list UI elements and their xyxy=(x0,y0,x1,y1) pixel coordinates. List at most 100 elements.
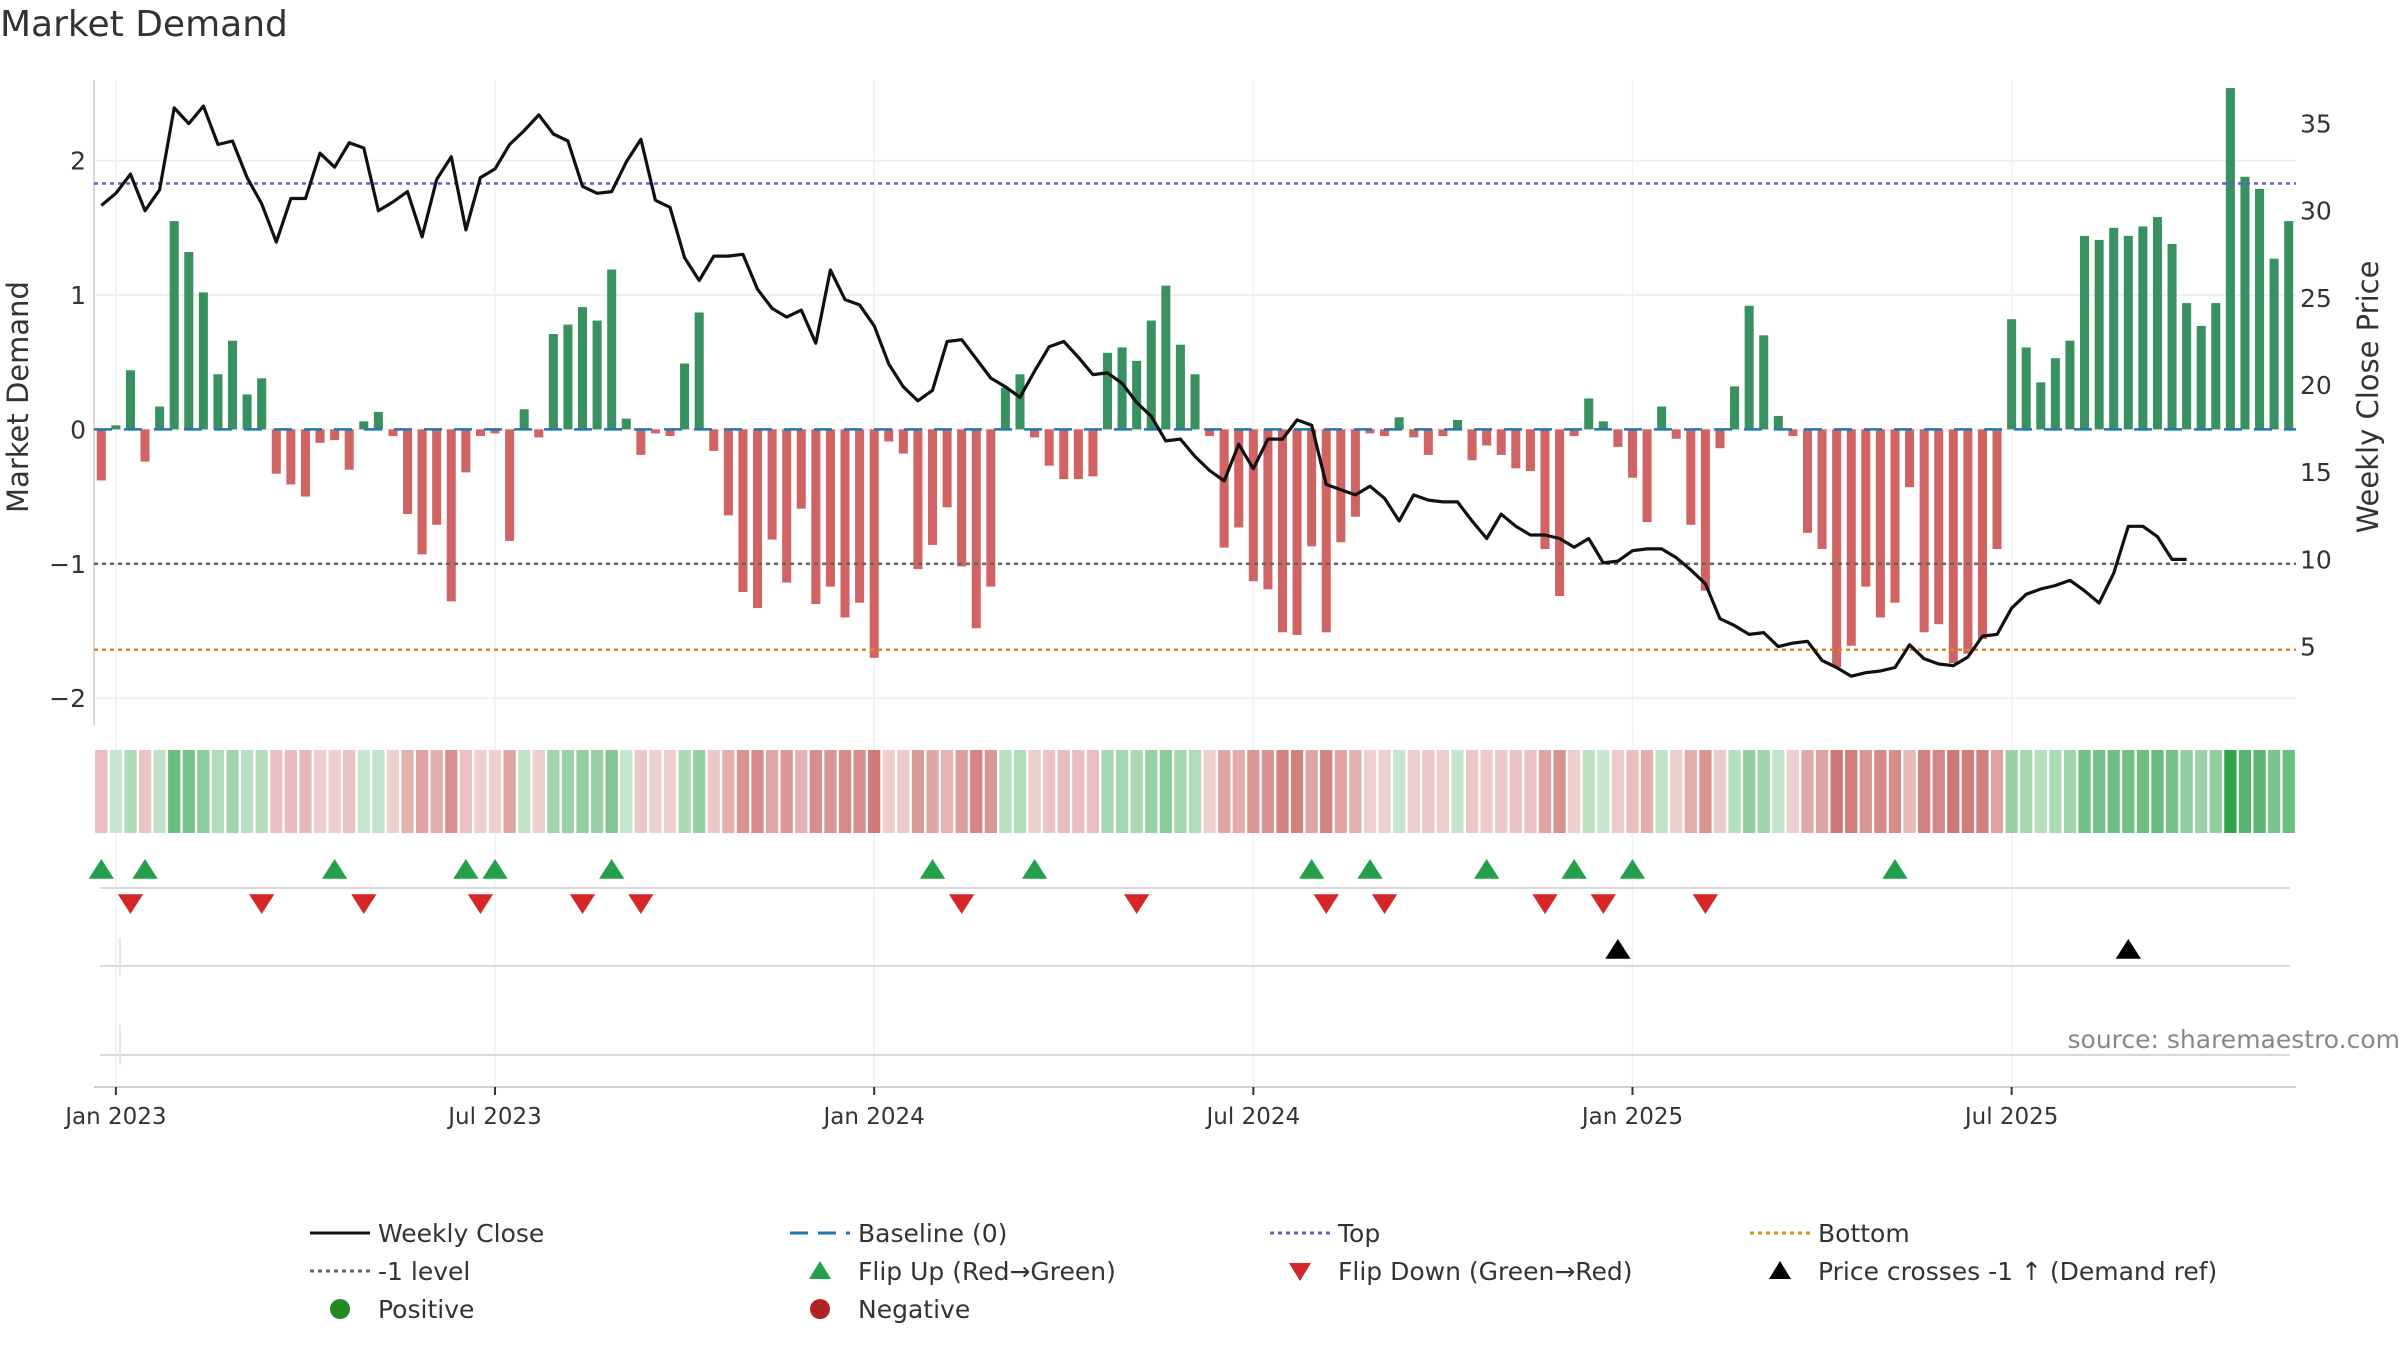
demand-bar-positive xyxy=(257,378,267,430)
demand-bar-positive xyxy=(242,394,252,430)
heat-cell-positive xyxy=(1772,750,1785,833)
triangle-up-icon xyxy=(809,1261,831,1279)
demand-bar-positive xyxy=(1394,417,1404,430)
heat-cell-positive xyxy=(2151,750,2164,833)
heat-cell-negative xyxy=(634,750,647,833)
heat-cell-negative xyxy=(1436,750,1450,833)
legend-label: Bottom xyxy=(1818,1218,1910,1248)
heat-cell-negative xyxy=(1276,750,1289,833)
y-tick-label-right: 35 xyxy=(2300,110,2332,139)
heat-cell-positive xyxy=(2180,750,2193,833)
heat-cell-negative xyxy=(736,750,750,833)
legend-dotted-icon xyxy=(1270,1231,1330,1235)
heat-cell-negative xyxy=(1261,750,1275,833)
heat-cell-negative xyxy=(299,750,312,833)
heat-cell-positive xyxy=(2107,750,2120,833)
demand-bar-negative xyxy=(752,429,763,609)
demand-bar-positive xyxy=(2152,217,2162,430)
demand-bar-positive xyxy=(1132,360,1142,430)
demand-bar-negative xyxy=(1846,429,1856,646)
heat-cell-negative xyxy=(955,750,968,833)
demand-bar-negative xyxy=(1861,429,1871,587)
heat-cell-negative xyxy=(1888,750,1902,833)
legend-baseline: Baseline (0) xyxy=(780,1215,1007,1251)
heat-cell-positive xyxy=(1597,750,1610,833)
demand-bar-negative xyxy=(636,429,646,455)
demand-bar-negative xyxy=(1234,429,1244,528)
demand-bar-negative xyxy=(432,429,442,525)
demand-bar-negative xyxy=(1350,429,1360,517)
heat-cell-negative xyxy=(1961,750,1975,833)
heat-cell-negative xyxy=(1203,750,1216,833)
legend-label: Positive xyxy=(378,1294,475,1324)
legend-dotted-icon xyxy=(1750,1231,1810,1235)
heat-cell-negative xyxy=(488,750,502,833)
heat-cell-negative xyxy=(343,750,356,833)
heat-cell-negative xyxy=(1509,750,1522,833)
demand-bar-positive xyxy=(2021,347,2031,430)
flip-down-marker xyxy=(949,894,975,914)
demand-bar-negative xyxy=(140,429,150,462)
heat-cell-negative xyxy=(809,750,822,833)
demand-bar-positive xyxy=(359,421,369,430)
demand-bar-negative xyxy=(286,429,296,485)
x-tick-label: Jan 2025 xyxy=(1580,1104,1683,1130)
heat-cell-negative xyxy=(707,750,720,833)
heat-cell-positive xyxy=(1728,750,1741,833)
heat-cell-positive xyxy=(620,750,633,833)
flip-down-marker xyxy=(1313,894,1339,914)
flip-up-marker xyxy=(88,859,114,879)
heat-cell-positive xyxy=(1159,750,1172,833)
flip-down-marker xyxy=(569,894,596,914)
heat-cell-negative xyxy=(386,750,400,833)
heat-cell-positive xyxy=(124,750,137,833)
demand-bar-negative xyxy=(1380,429,1390,437)
demand-bar-negative xyxy=(1030,429,1040,438)
heat-cell-negative xyxy=(838,750,852,833)
demand-bar-positive xyxy=(1146,320,1156,430)
heat-cell-negative xyxy=(1990,750,2004,833)
legend-flip-up: Flip Up (Red→Green) xyxy=(780,1253,1116,1289)
heat-cell-positive xyxy=(197,750,210,833)
flip-down-marker xyxy=(1692,894,1719,914)
heat-cell-positive xyxy=(2209,750,2222,833)
triangle-up-icon xyxy=(1769,1261,1791,1279)
demand-bar-positive xyxy=(2007,319,2017,430)
flip-up-marker xyxy=(919,859,946,879)
demand-bar-negative xyxy=(96,429,106,481)
demand-bar-negative xyxy=(782,429,792,583)
demand-bar-negative xyxy=(446,429,456,602)
heat-cell-positive xyxy=(2122,750,2135,833)
flip-down-marker xyxy=(1590,894,1616,914)
demand-bar-positive xyxy=(1657,406,1667,430)
legend-label: Baseline (0) xyxy=(858,1218,1008,1248)
legend-label: Negative xyxy=(858,1294,971,1324)
heat-cell-positive xyxy=(2238,750,2252,833)
demand-bar-positive xyxy=(2284,221,2294,430)
demand-bar-negative xyxy=(1977,429,1987,639)
demand-bar-positive xyxy=(1190,374,1200,430)
demand-bar-negative xyxy=(1467,429,1477,461)
weekly-close-line xyxy=(100,104,2187,678)
demand-bar-negative xyxy=(986,429,996,587)
demand-bar-positive xyxy=(2225,88,2235,430)
demand-bar-negative xyxy=(1642,429,1652,523)
heat-cell-positive xyxy=(2093,750,2106,833)
heat-cell-positive xyxy=(2282,750,2295,833)
demand-bar-positive xyxy=(213,374,223,430)
demand-bar-positive xyxy=(2094,239,2104,430)
heat-cell-negative xyxy=(328,750,341,833)
heat-cell-positive xyxy=(211,750,225,833)
heat-cell-positive xyxy=(1743,750,1756,833)
heat-cell-positive xyxy=(1451,750,1464,833)
x-tick-label: Jul 2023 xyxy=(446,1104,542,1130)
heat-cell-positive xyxy=(1101,750,1114,833)
demand-bar-negative xyxy=(1613,429,1623,447)
heat-cell-positive xyxy=(693,750,706,833)
demand-bar-positive xyxy=(1117,347,1127,430)
flip-down-marker xyxy=(628,894,654,914)
flip-down-marker xyxy=(117,894,144,914)
heat-cell-negative xyxy=(1845,750,1858,833)
heat-cell-positive xyxy=(2224,750,2237,833)
demand-bar-positive xyxy=(1730,386,1740,430)
